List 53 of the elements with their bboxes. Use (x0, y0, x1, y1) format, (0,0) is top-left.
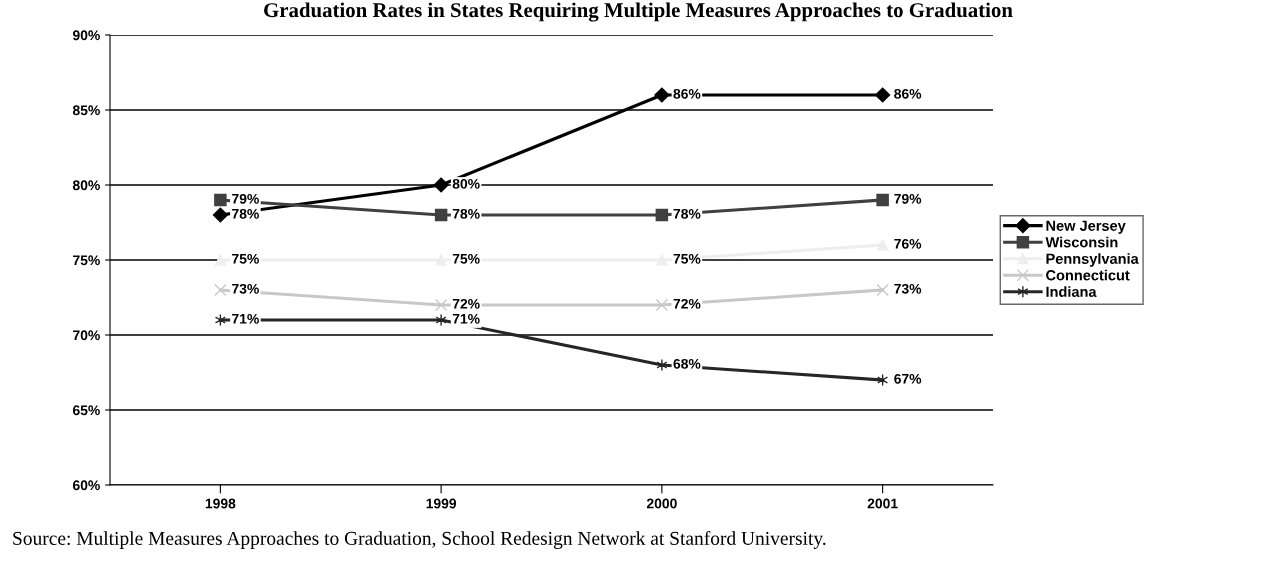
source-note: Source: Multiple Measures Approaches to Graduation, School Redesign Network at Stanford University. (13, 531, 826, 549)
point (433, 177, 449, 193)
legend-label: Indiana (1046, 286, 1097, 297)
data-label: 86% (894, 88, 922, 99)
data-label: 68% (673, 358, 701, 369)
y-tick-label: 65% (72, 405, 100, 416)
data-label: 73% (894, 283, 922, 294)
y-tick-label: 90% (72, 30, 100, 41)
x-tick-label: 1998 (205, 498, 236, 509)
point (655, 208, 669, 222)
point (655, 298, 669, 312)
legend-label: Connecticut (1046, 269, 1130, 281)
point (876, 193, 889, 207)
point (214, 283, 227, 297)
y-tick-label: 75% (73, 255, 100, 266)
x-tick-label: 2001 (867, 498, 898, 509)
legend-label: New Jersey (1046, 220, 1126, 234)
data-label: 86% (673, 88, 701, 99)
point (654, 87, 670, 103)
x-tick-label: 1999 (426, 498, 457, 509)
point (876, 283, 889, 297)
legend-label: Pennsylvania (1046, 253, 1139, 267)
data-label: 79% (232, 193, 259, 204)
data-label: 71% (232, 313, 259, 324)
point (214, 254, 226, 266)
data-label: 72% (452, 298, 480, 309)
data-label: 72% (673, 298, 701, 309)
point (434, 298, 448, 312)
point (875, 87, 891, 103)
point (656, 358, 668, 372)
chart-title: Graduation Rates in States Requiring Multiple Measures Approaches to Graduation (264, 2, 1013, 22)
y-tick-label: 85% (72, 105, 100, 116)
data-label: 73% (232, 283, 259, 294)
data-label: 67% (894, 373, 922, 384)
data-label: 76% (894, 238, 922, 249)
data-label: 75% (232, 253, 259, 264)
x-tick-label: 2000 (646, 498, 677, 509)
data-label: 75% (673, 253, 701, 264)
y-tick-label: 80% (72, 180, 100, 191)
data-label: 71% (452, 313, 480, 324)
point (214, 193, 227, 207)
data-label: 79% (894, 193, 922, 204)
point (435, 313, 447, 327)
data-label: 78% (232, 208, 259, 219)
y-tick-label: 70% (73, 330, 100, 341)
data-label: 80% (452, 178, 480, 189)
point (434, 208, 448, 222)
data-label: 75% (452, 253, 480, 264)
legend-label: Wisconsin (1045, 236, 1118, 248)
data-label: 78% (452, 208, 480, 219)
data-label: 78% (673, 208, 701, 219)
y-tick-label: 60% (72, 480, 100, 491)
point (212, 207, 228, 223)
